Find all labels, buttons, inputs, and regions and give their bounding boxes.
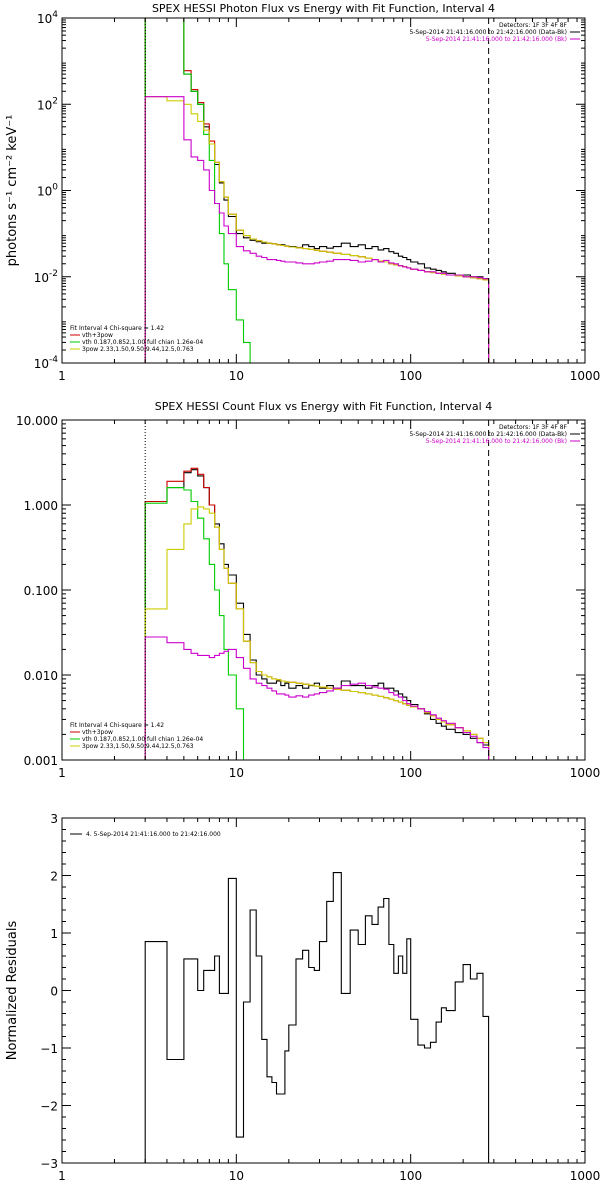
y-tick-label: 3 (50, 812, 58, 826)
y-tick-label: −2 (40, 1100, 58, 1114)
x-tick-label: 100 (399, 766, 422, 780)
series-group (144, 872, 490, 1163)
y-tick-label: 1.000 (24, 499, 58, 513)
x-tick-label: 10 (229, 1169, 244, 1183)
plot-frame (61, 817, 586, 1164)
legend-entry: Detectors: 1F 3F 4F 8F (499, 424, 568, 431)
legend-entry: 4. 5-Sep-2014 21:41:16.000 to 21:42:16.0… (86, 831, 221, 838)
y-tick-label: 0 (50, 985, 58, 999)
x-tick-label: 100 (399, 1169, 422, 1183)
x-tick-label: 10 (229, 369, 244, 383)
y-tick-label: 10-2 (34, 269, 58, 285)
x-tick-label: 1 (58, 369, 66, 383)
legend-entry: 5-Sep-2014 21:41:16.000 to 21:42:16.000 … (409, 29, 567, 36)
y-tick-exponent: 0 (52, 183, 58, 193)
series-group (144, 18, 490, 363)
series-line-3pow (144, 96, 490, 363)
legend-entry: 3pow 2.33,1.50,9.50,9.44,12.5,0.763 (82, 346, 194, 353)
x-tick-label: 100 (399, 369, 422, 383)
y-tick-label: −3 (40, 1157, 58, 1171)
chart-title: SPEX HESSI Photon Flux vs Energy with Fi… (152, 2, 495, 15)
plot-frame (61, 17, 586, 364)
y-tick-label: 10-4 (34, 355, 59, 371)
legend-entry: 5-Sep-2014 21:41:16.000 to 21:42:16.000 … (426, 36, 567, 43)
series-line-data-bk (144, 18, 490, 363)
y-tick-label: −1 (40, 1042, 58, 1056)
x-tick-label: 1000 (570, 1169, 600, 1183)
y-tick-label: 102 (37, 96, 58, 112)
residuals-panel: 1 10 100 1000 −3 −2 −1 0 1 2 3 Normalized Residuals… (5, 812, 600, 1183)
legend-entry: Fit Interval 4 Chi-square = 1.42 (70, 722, 164, 729)
y-tick-base: 10 (34, 271, 49, 285)
y-tick-label: 10.000 (16, 414, 58, 428)
y-tick-base: 10 (34, 357, 49, 371)
y-tick-exponent: 2 (52, 96, 58, 106)
legend-entry: 5-Sep-2014 21:41:16.000 to 21:42:16.000 … (409, 431, 567, 438)
y-tick-label: 104 (37, 10, 58, 26)
y-axis-label: Normalized Residuals (5, 921, 20, 1061)
y-tick-label: 0.001 (24, 754, 58, 768)
y-tick-label: 0.100 (24, 584, 58, 598)
x-tick-label: 10 (229, 766, 244, 780)
y-tick-label: 1 (50, 927, 58, 941)
y-axis-label: photons s⁻¹ cm⁻² keV⁻¹ (5, 115, 20, 267)
chart-title: SPEX HESSI Count Flux vs Energy with Fit… (155, 400, 492, 413)
series-line-3pow (144, 506, 490, 760)
series-line-4-5-sep-2014-21-41-16-000-to-21-42-16-000 (144, 872, 490, 1163)
legend-entry: 3pow 2.33,1.50,9.50,9.44,12.5,0.763 (82, 743, 194, 750)
x-tick-label: 1000 (570, 766, 600, 780)
series-line-data-bk (144, 469, 490, 760)
y-tick-base: 10 (37, 98, 52, 112)
y-tick-label: 0.010 (24, 669, 58, 683)
legend-entry: vth+3pow (82, 729, 113, 736)
series-line-vth-3pow (144, 467, 490, 760)
x-tick-label: 1 (58, 1169, 66, 1183)
legend-entry: vth 0.187,0.852,1.00 full chian 1.26e-04 (82, 736, 203, 743)
y-tick-exponent: 4 (52, 10, 58, 20)
legend-entry: Fit Interval 4 Chi-square = 1.42 (70, 325, 164, 332)
legend-entry: 5-Sep-2014 21:41:16.000 to 21:42:16.000 … (426, 438, 567, 445)
series-line-bk (144, 636, 490, 760)
series-group (144, 467, 490, 760)
y-tick-exponent: -2 (49, 269, 58, 279)
series-line-vth (144, 487, 251, 760)
legend-entry: vth 0.187,0.852,1.00 full chian 1.26e-04 (82, 339, 203, 346)
legend-entry: vth+3pow (82, 332, 113, 339)
x-tick-label: 1 (58, 766, 66, 780)
series-line-bk (144, 96, 490, 363)
y-tick-label: 100 (37, 183, 58, 199)
plot-frame (61, 419, 586, 761)
y-tick-exponent: -4 (49, 355, 58, 365)
series-line-vth (144, 18, 257, 363)
photon-flux-panel: SPEX HESSI Photon Flux vs Energy with Fi… (5, 2, 600, 383)
y-tick-base: 10 (37, 185, 52, 199)
y-tick-label: 2 (50, 870, 58, 884)
series-line-vth-3pow (144, 18, 490, 363)
legend-entry: Detectors: 1F 3F 4F 8F (499, 22, 568, 29)
x-tick-label: 1000 (570, 369, 600, 383)
y-tick-base: 10 (37, 12, 52, 26)
count-flux-panel: SPEX HESSI Count Flux vs Energy with Fit… (16, 400, 600, 780)
